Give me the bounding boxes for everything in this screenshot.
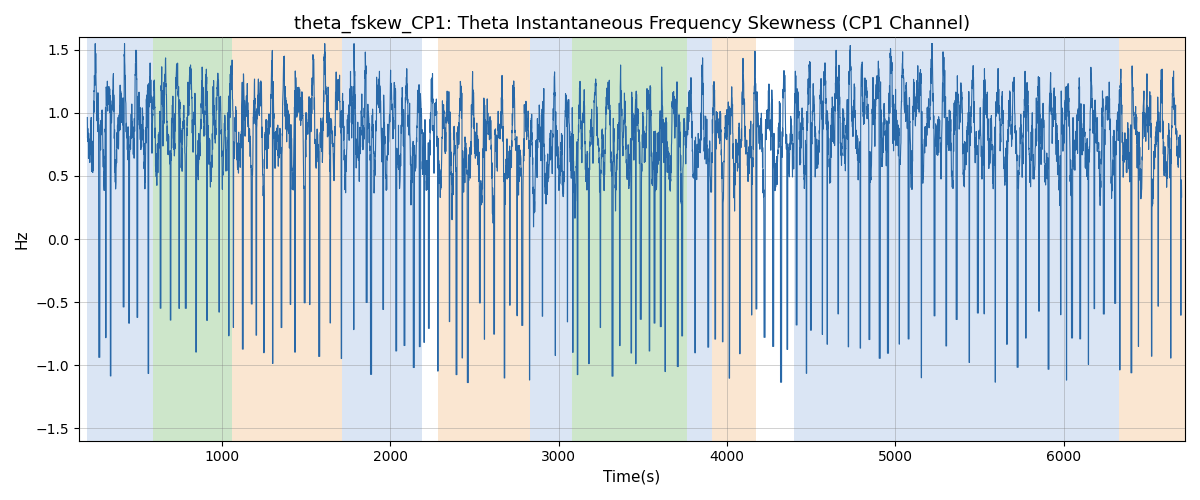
Bar <box>530 38 572 440</box>
Bar <box>342 38 422 440</box>
Y-axis label: Hz: Hz <box>14 230 30 249</box>
Title: theta_fskew_CP1: Theta Instantaneous Frequency Skewness (CP1 Channel): theta_fskew_CP1: Theta Instantaneous Fre… <box>294 15 970 34</box>
Bar <box>232 38 342 440</box>
Bar <box>438 38 530 440</box>
Bar <box>88 38 152 440</box>
Bar <box>794 38 1120 440</box>
Bar <box>686 38 712 440</box>
Bar <box>712 38 756 440</box>
X-axis label: Time(s): Time(s) <box>604 470 660 485</box>
Bar <box>1120 38 1186 440</box>
Bar <box>152 38 232 440</box>
Bar <box>572 38 686 440</box>
